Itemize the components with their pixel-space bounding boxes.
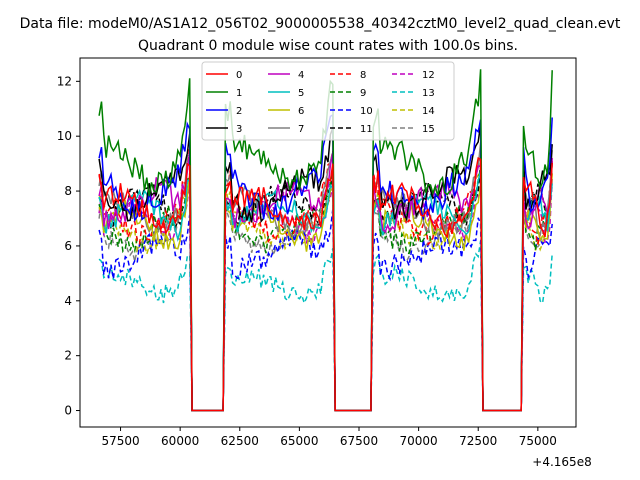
x-tick-label: 65000	[280, 434, 318, 448]
legend-label-12: 12	[422, 70, 435, 81]
figure-suptitle: Data file: modeM0/AS1A12_056T02_90000055…	[20, 16, 621, 32]
y-tick-label: 6	[64, 239, 72, 253]
legend-label-14: 14	[422, 106, 435, 117]
x-tick-label: 72500	[459, 434, 497, 448]
series-line-5	[98, 170, 553, 412]
y-axis: 0 2 4 6 8 10 12	[57, 74, 80, 418]
series-line-3	[98, 124, 553, 412]
x-axis-offset-label: +4.165e8	[532, 455, 591, 469]
y-tick-label: 2	[64, 349, 72, 363]
plot-area-frame	[79, 57, 577, 428]
legend-label-13: 13	[422, 88, 435, 99]
series-line-6	[98, 173, 553, 412]
legend-label-11: 11	[360, 124, 373, 135]
x-tick-label: 67500	[340, 434, 378, 448]
x-tick-label: 62500	[221, 434, 259, 448]
legend-label-2: 2	[236, 106, 242, 117]
legend-label-8: 8	[360, 70, 366, 81]
y-tick-label: 12	[57, 74, 72, 88]
series-line-10	[98, 209, 553, 412]
series-line-13	[98, 240, 553, 412]
y-tick-label: 8	[64, 184, 72, 198]
legend-label-1: 1	[236, 88, 242, 99]
legend-label-0: 0	[236, 70, 242, 81]
legend-label-15: 15	[422, 124, 435, 135]
legend-label-7: 7	[298, 124, 304, 135]
legend-label-3: 3	[236, 124, 242, 135]
chart-title: Quadrant 0 module wise count rates with …	[138, 38, 518, 54]
x-tick-label: 60000	[161, 434, 199, 448]
series-line-0	[98, 156, 553, 412]
legend-label-10: 10	[360, 106, 373, 117]
legend-label-9: 9	[360, 88, 366, 99]
x-axis: 57500 60000 62500 65000 67500 70000 72500 75000	[101, 427, 557, 448]
y-tick-label: 10	[57, 129, 72, 143]
series-layer	[98, 69, 553, 412]
legend-label-4: 4	[298, 70, 304, 81]
legend-label-6: 6	[298, 106, 304, 117]
x-tick-label: 57500	[101, 434, 139, 448]
y-tick-label: 0	[64, 404, 72, 418]
y-tick-label: 4	[64, 294, 72, 308]
x-tick-label: 70000	[400, 434, 438, 448]
legend-box	[201, 61, 455, 141]
x-tick-label: 75000	[519, 434, 557, 448]
legend-label-5: 5	[298, 88, 304, 99]
